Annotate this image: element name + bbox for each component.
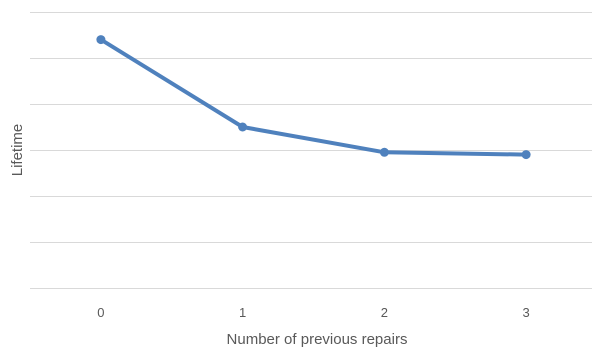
data-point [521, 150, 531, 160]
y-axis-title: Lifetime [9, 124, 26, 177]
x-tick-label: 1 [239, 305, 246, 320]
data-point [238, 122, 248, 132]
series-layer [96, 35, 531, 160]
x-tick-label: 2 [381, 305, 388, 320]
gridlines [30, 12, 592, 289]
x-axis-title: Number of previous repairs [227, 331, 408, 347]
series-line [98, 37, 529, 157]
data-point [96, 35, 106, 45]
x-tick-label: 0 [97, 305, 104, 320]
x-tick-label: 3 [523, 305, 530, 320]
data-point [379, 147, 389, 157]
x-tick-labels: 0 1 2 3 [97, 305, 529, 320]
